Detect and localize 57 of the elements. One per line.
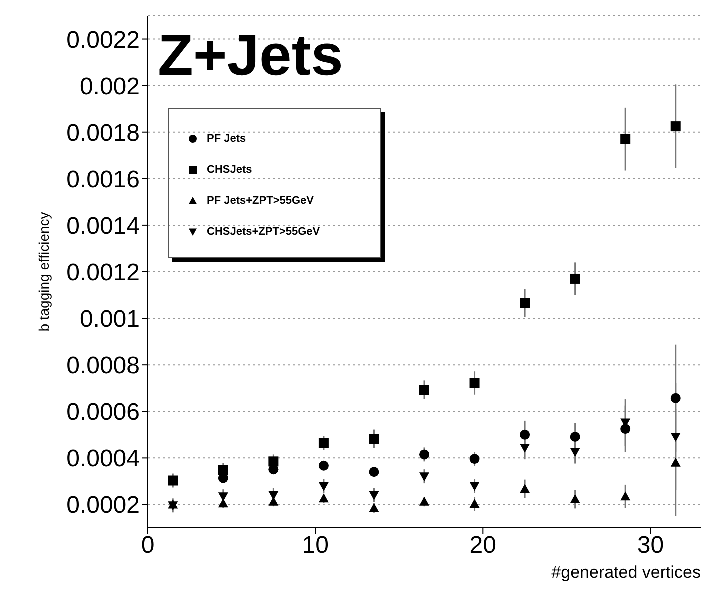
point bbox=[168, 476, 178, 486]
point bbox=[520, 484, 530, 494]
y-tick-label: 0.0022 bbox=[66, 26, 140, 54]
point bbox=[470, 499, 480, 508]
y-tick-label: 0.0004 bbox=[66, 446, 140, 473]
x-tick-label: 30 bbox=[637, 532, 664, 560]
point bbox=[520, 444, 530, 453]
y-axis-title: b tagging efficiency bbox=[36, 212, 52, 332]
point bbox=[369, 434, 380, 444]
y-tick-label: 0.002 bbox=[80, 73, 140, 100]
point bbox=[570, 432, 580, 442]
point bbox=[670, 458, 681, 467]
point bbox=[470, 482, 480, 492]
x-tick-label: 10 bbox=[302, 532, 329, 560]
legend-label: PF Jets+ZPT>55GeV bbox=[207, 194, 314, 206]
point bbox=[670, 433, 681, 442]
legend-label: PF Jets bbox=[207, 132, 246, 144]
y-tick-label: 0.0016 bbox=[66, 166, 140, 194]
point bbox=[318, 438, 329, 448]
y-tick-label: 0.0012 bbox=[66, 260, 140, 287]
legend-label: CHSJets bbox=[207, 164, 252, 176]
y-tick-label: 0.0002 bbox=[66, 492, 140, 520]
point bbox=[318, 482, 329, 492]
point bbox=[470, 378, 480, 388]
point bbox=[470, 454, 480, 464]
y-tick-label: 0.0006 bbox=[66, 399, 140, 426]
point bbox=[670, 122, 681, 132]
legend-label: CHSJets+ZPT>55GeV bbox=[207, 226, 320, 238]
point bbox=[420, 496, 430, 506]
y-tick-label: 0.0008 bbox=[66, 352, 140, 380]
point bbox=[620, 134, 631, 144]
point bbox=[570, 448, 580, 458]
point bbox=[420, 384, 430, 395]
point bbox=[520, 430, 530, 440]
point bbox=[420, 472, 430, 482]
point bbox=[420, 450, 430, 460]
y-tick-label: 0.001 bbox=[80, 306, 140, 334]
point bbox=[218, 465, 228, 476]
point bbox=[670, 393, 681, 404]
point bbox=[620, 492, 631, 501]
x-tick-label: 0 bbox=[141, 532, 155, 560]
point bbox=[369, 467, 380, 478]
point bbox=[520, 298, 530, 308]
chart-title: Z+Jets bbox=[158, 22, 344, 89]
y-tick-label: 0.0018 bbox=[66, 120, 140, 147]
point bbox=[268, 456, 279, 467]
point bbox=[570, 274, 580, 284]
point bbox=[218, 498, 228, 508]
point bbox=[369, 491, 380, 500]
x-tick-label: 20 bbox=[470, 532, 497, 560]
point bbox=[620, 424, 631, 434]
point bbox=[268, 491, 279, 500]
point bbox=[218, 492, 228, 502]
y-tick-label: 0.0014 bbox=[66, 212, 140, 240]
x-axis-title: #generated vertices bbox=[552, 563, 701, 582]
point bbox=[318, 460, 329, 471]
point bbox=[570, 494, 580, 504]
